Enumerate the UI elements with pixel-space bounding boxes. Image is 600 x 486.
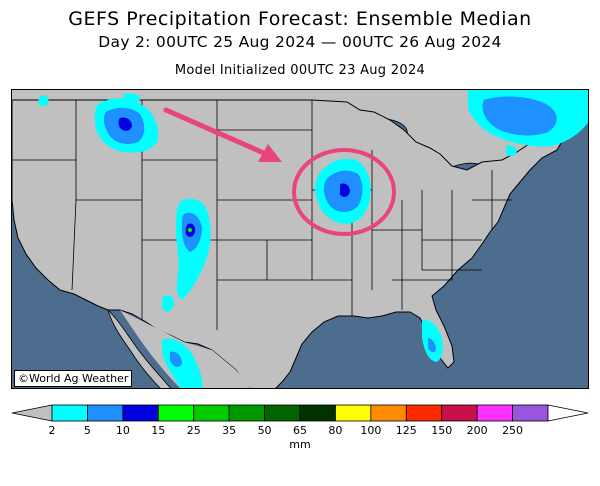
colorbar-max-arrow [547,404,589,422]
colorbar-tick-label: 100 [360,424,382,437]
colorbar-swatch [157,404,195,422]
colorbar-tick-label: 250 [502,424,524,437]
colorbar-swatch [476,404,513,422]
colorbar-ticks: 2 5 10 15 25 35 50 65 80 100 125 150 200 250 [0,424,600,440]
colorbar-swatch [264,404,301,422]
colorbar-swatch [335,404,372,422]
precip-colorbar [10,403,590,425]
colorbar-tick-label: 65 [293,424,307,437]
colorbar-swatch [299,404,336,422]
colorbar-tick-label: 5 [83,424,91,437]
colorbar-tick-label: 15 [151,424,166,437]
canada-land [12,90,588,170]
precip-fields [38,90,588,388]
colorbar-tick-label: 150 [431,424,453,437]
colorbar-tick-label: 2 [48,424,56,437]
colorbar-tick-label: 50 [257,424,272,437]
highlight-circle [292,148,396,236]
credit-label: ©World Ag Weather [14,370,133,387]
colorbar-min-arrow [11,404,53,422]
colorbar-swatch [405,404,443,422]
colorbar-swatch [512,404,549,422]
colorbar-swatch [370,404,407,422]
colorbar-swatch [193,404,230,422]
map-title: GEFS Precipitation Forecast: Ensemble Me… [68,8,532,30]
colorbar-swatch [228,404,265,422]
forecast-period: Day 2: 00UTC 25 Aug 2024 — 00UTC 26 Aug … [98,33,502,51]
colorbar-tick-label: 10 [115,424,130,437]
colorbar-tick-label: 25 [186,424,201,437]
colorbar-tick-label: 35 [222,424,237,437]
precipitation-map: ©World Ag Weather [11,89,589,389]
highlight-arrow [163,107,282,162]
model-init-time: Model Initialized 00UTC 23 Aug 2024 [174,63,426,78]
baja-california [107,308,171,388]
state-boundaries [12,100,512,330]
colorbar-swatch [51,404,88,422]
colorbar-tick-label: 125 [395,424,417,437]
colorbar-swatch [122,404,159,422]
colorbar-tick-label: 200 [466,424,488,437]
colorbar-swatch [441,404,478,422]
colorbar-tick-label: 80 [328,424,343,437]
colorbar-units: mm [289,438,311,451]
colorbar-swatch [87,404,124,422]
